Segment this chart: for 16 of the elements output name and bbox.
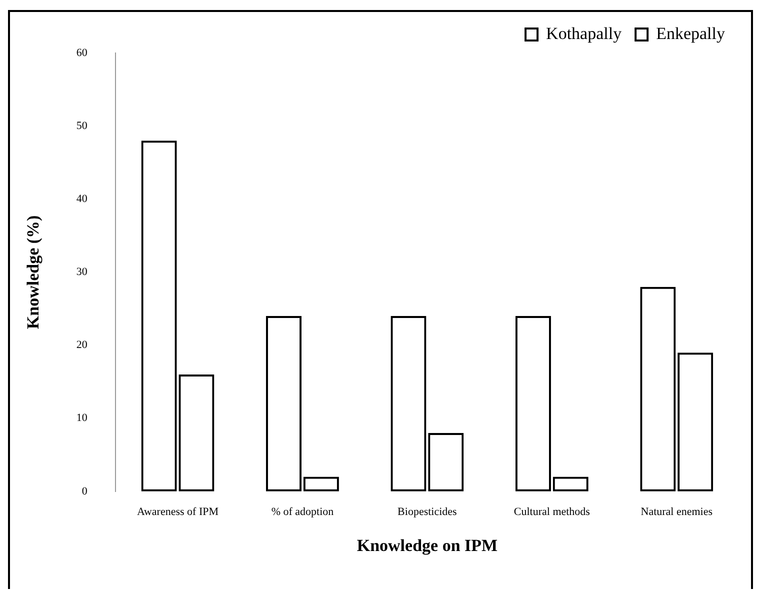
y-tick-label: 10 — [76, 412, 88, 424]
legend-label: Enkepally — [656, 24, 726, 43]
x-tick-label: % of adoption — [271, 506, 334, 518]
legend-label: Kothapally — [546, 24, 622, 43]
y-tick-label: 0 — [82, 485, 88, 498]
y-tick-label: 60 — [76, 46, 88, 59]
y-tick-label: 20 — [76, 339, 88, 352]
y-tick-label: 30 — [76, 266, 88, 278]
x-tick-label: Awareness of IPM — [137, 506, 219, 518]
x-tick-label: Natural enemies — [640, 506, 713, 518]
y-axis-title: Knowledge (%) — [24, 215, 43, 330]
x-tick-label: Cultural methods — [514, 506, 590, 518]
y-tick-label: 50 — [76, 120, 88, 132]
x-tick-label: Biopesticides — [398, 506, 457, 518]
y-tick-label: 40 — [76, 193, 88, 206]
x-axis-title: Knowledge on IPM — [356, 536, 498, 556]
